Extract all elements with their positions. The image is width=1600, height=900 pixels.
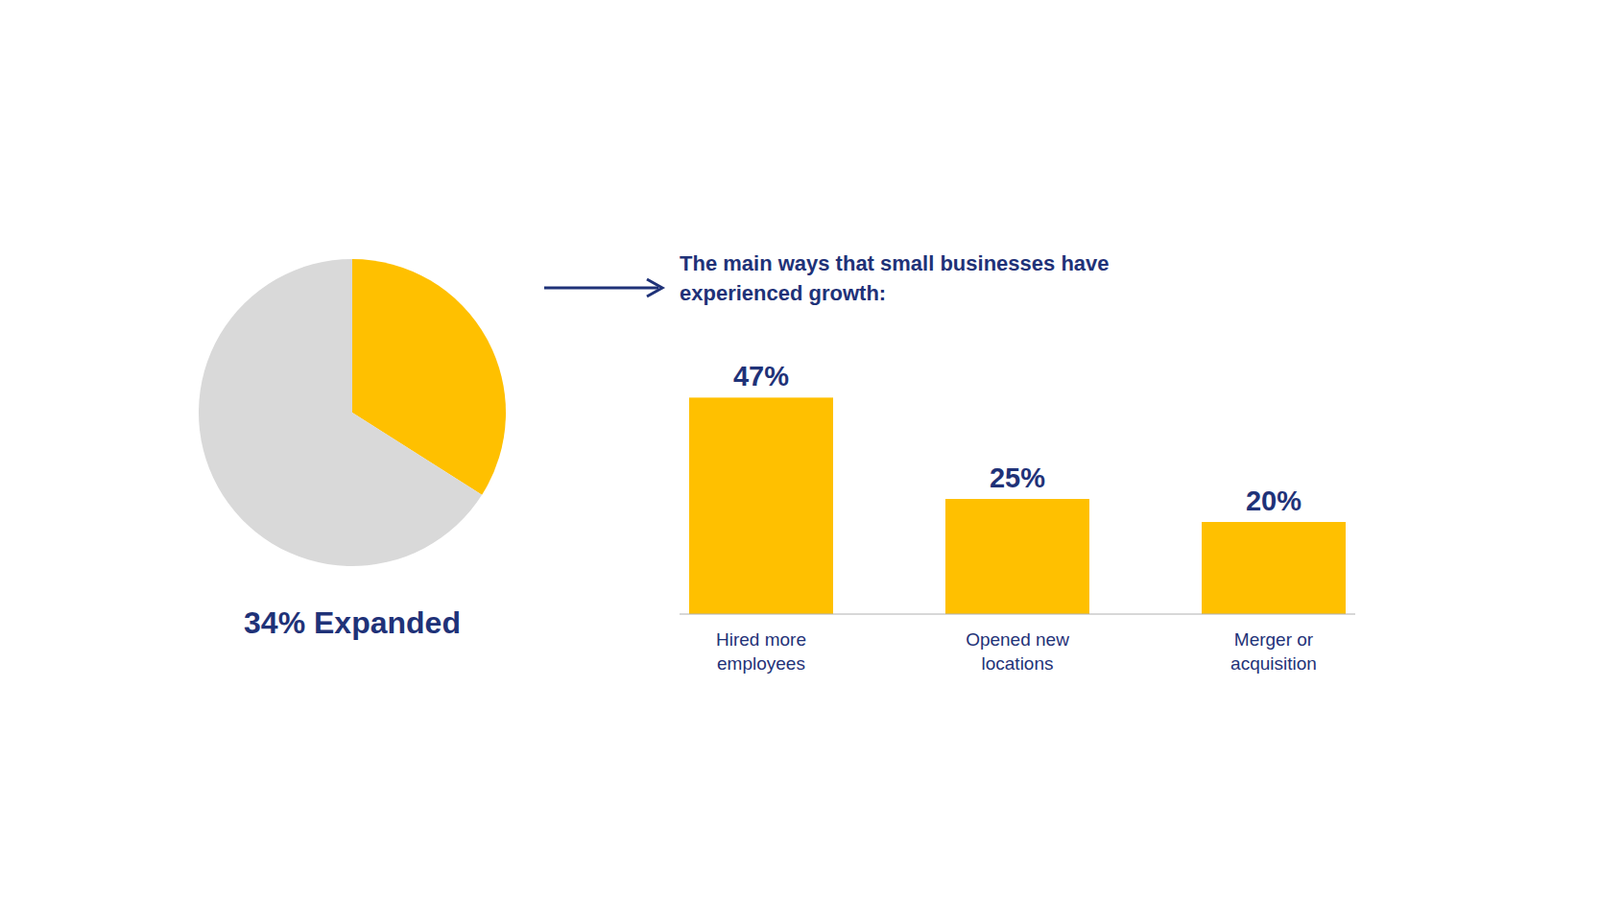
chart-title: The main ways that small businesses have…	[679, 251, 1110, 306]
arrow	[544, 286, 659, 290]
pie	[198, 259, 506, 567]
data-label: 47%	[733, 360, 789, 392]
data-label: 25%	[989, 462, 1046, 494]
text-line: experienced growth:	[679, 281, 886, 306]
bar	[689, 397, 834, 615]
text-line: Hired more	[716, 629, 807, 650]
background	[0, 0, 1600, 900]
pie-annotation: 34% Expanded	[243, 605, 461, 641]
data-label: 20%	[1245, 485, 1302, 517]
text-line: The main ways that small businesses have	[679, 251, 1110, 276]
category-label: Merger or acquisition	[1230, 629, 1317, 674]
bars	[689, 397, 1346, 615]
labels: 47% Hired more employees 25% Opened new locat…	[716, 360, 1317, 673]
text-line: Opened new	[965, 629, 1070, 650]
bar	[1201, 522, 1346, 615]
text-line: locations	[981, 653, 1054, 674]
chart-root: 34% Expanded The main ways that small bus…	[0, 0, 1600, 900]
category-label: Opened new locations	[965, 629, 1070, 674]
category-label: Hired more employees	[716, 629, 807, 674]
text-line: Merger or	[1234, 629, 1314, 650]
text-line: employees	[716, 653, 806, 674]
arrow-head	[646, 279, 663, 297]
axis-line	[679, 614, 1356, 616]
pie-slice	[198, 259, 482, 567]
text-line: acquisition	[1230, 653, 1317, 674]
bar	[945, 499, 1090, 615]
